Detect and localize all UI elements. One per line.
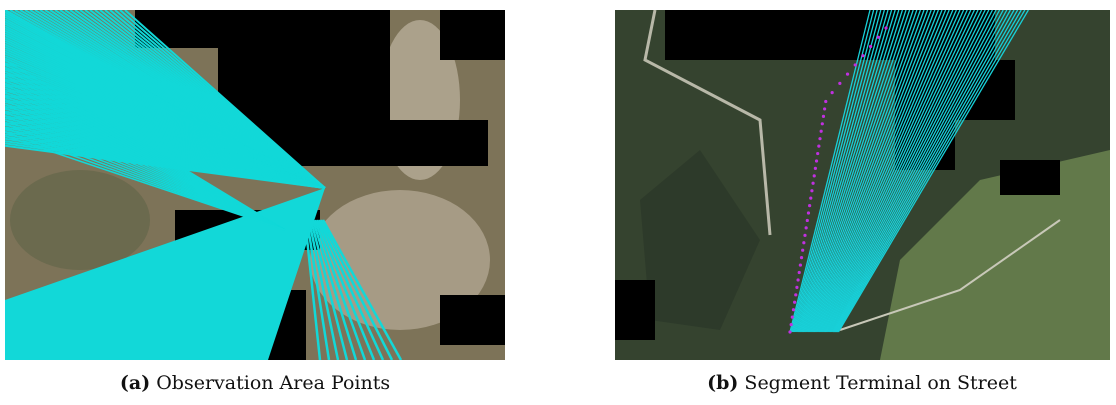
terminal-point	[795, 286, 798, 289]
terminal-point	[805, 226, 808, 229]
terminal-point	[791, 316, 794, 319]
caption-text: Segment Terminal on Street	[744, 372, 1016, 394]
terminal-point	[821, 122, 824, 125]
terminal-point	[806, 219, 809, 222]
terminal-point	[800, 256, 803, 259]
terminal-point	[817, 145, 820, 148]
caption-b: (b) Segment Terminal on Street	[707, 372, 1017, 394]
terminal-point	[820, 130, 823, 133]
terminal-point	[807, 211, 810, 214]
terminal-point	[838, 82, 841, 85]
terminal-point	[814, 167, 817, 170]
terminal-point	[793, 301, 796, 304]
image-b	[615, 10, 1110, 360]
terminal-point	[869, 45, 872, 48]
terminal-point	[818, 137, 821, 140]
caption-label: (a)	[120, 372, 150, 394]
figure-images	[0, 0, 1116, 370]
terminal-point	[877, 36, 880, 39]
terminal-point	[802, 241, 805, 244]
terminal-point	[846, 73, 849, 76]
caption-label: (b)	[707, 372, 738, 394]
page: (a) Observation Area Points (b) Segment …	[0, 0, 1116, 405]
terminal-point	[854, 63, 857, 66]
terminal-point	[808, 204, 811, 207]
terminal-point	[810, 189, 813, 192]
terminal-point	[813, 174, 816, 177]
terminal-point	[798, 271, 801, 274]
caption-a: (a) Observation Area Points	[120, 372, 390, 394]
terminal-point	[792, 308, 795, 311]
image-a	[5, 10, 505, 360]
terminal-point	[822, 115, 825, 118]
terminal-point	[790, 323, 793, 326]
terminal-point	[811, 182, 814, 185]
terminal-point	[824, 100, 827, 103]
terminal-point	[799, 263, 802, 266]
terminal-point	[809, 197, 812, 200]
terminal-point	[788, 330, 791, 333]
terminal-point	[816, 152, 819, 155]
terminal-point	[823, 107, 826, 110]
terminal-point	[803, 234, 806, 237]
terminal-point	[796, 278, 799, 281]
terminal-point	[815, 159, 818, 162]
terminal-point	[884, 26, 887, 29]
terminal-point	[801, 249, 804, 252]
terminal-point	[794, 293, 797, 296]
terminal-point	[831, 91, 834, 94]
caption-text: Observation Area Points	[156, 372, 390, 394]
terminal-point	[861, 54, 864, 57]
